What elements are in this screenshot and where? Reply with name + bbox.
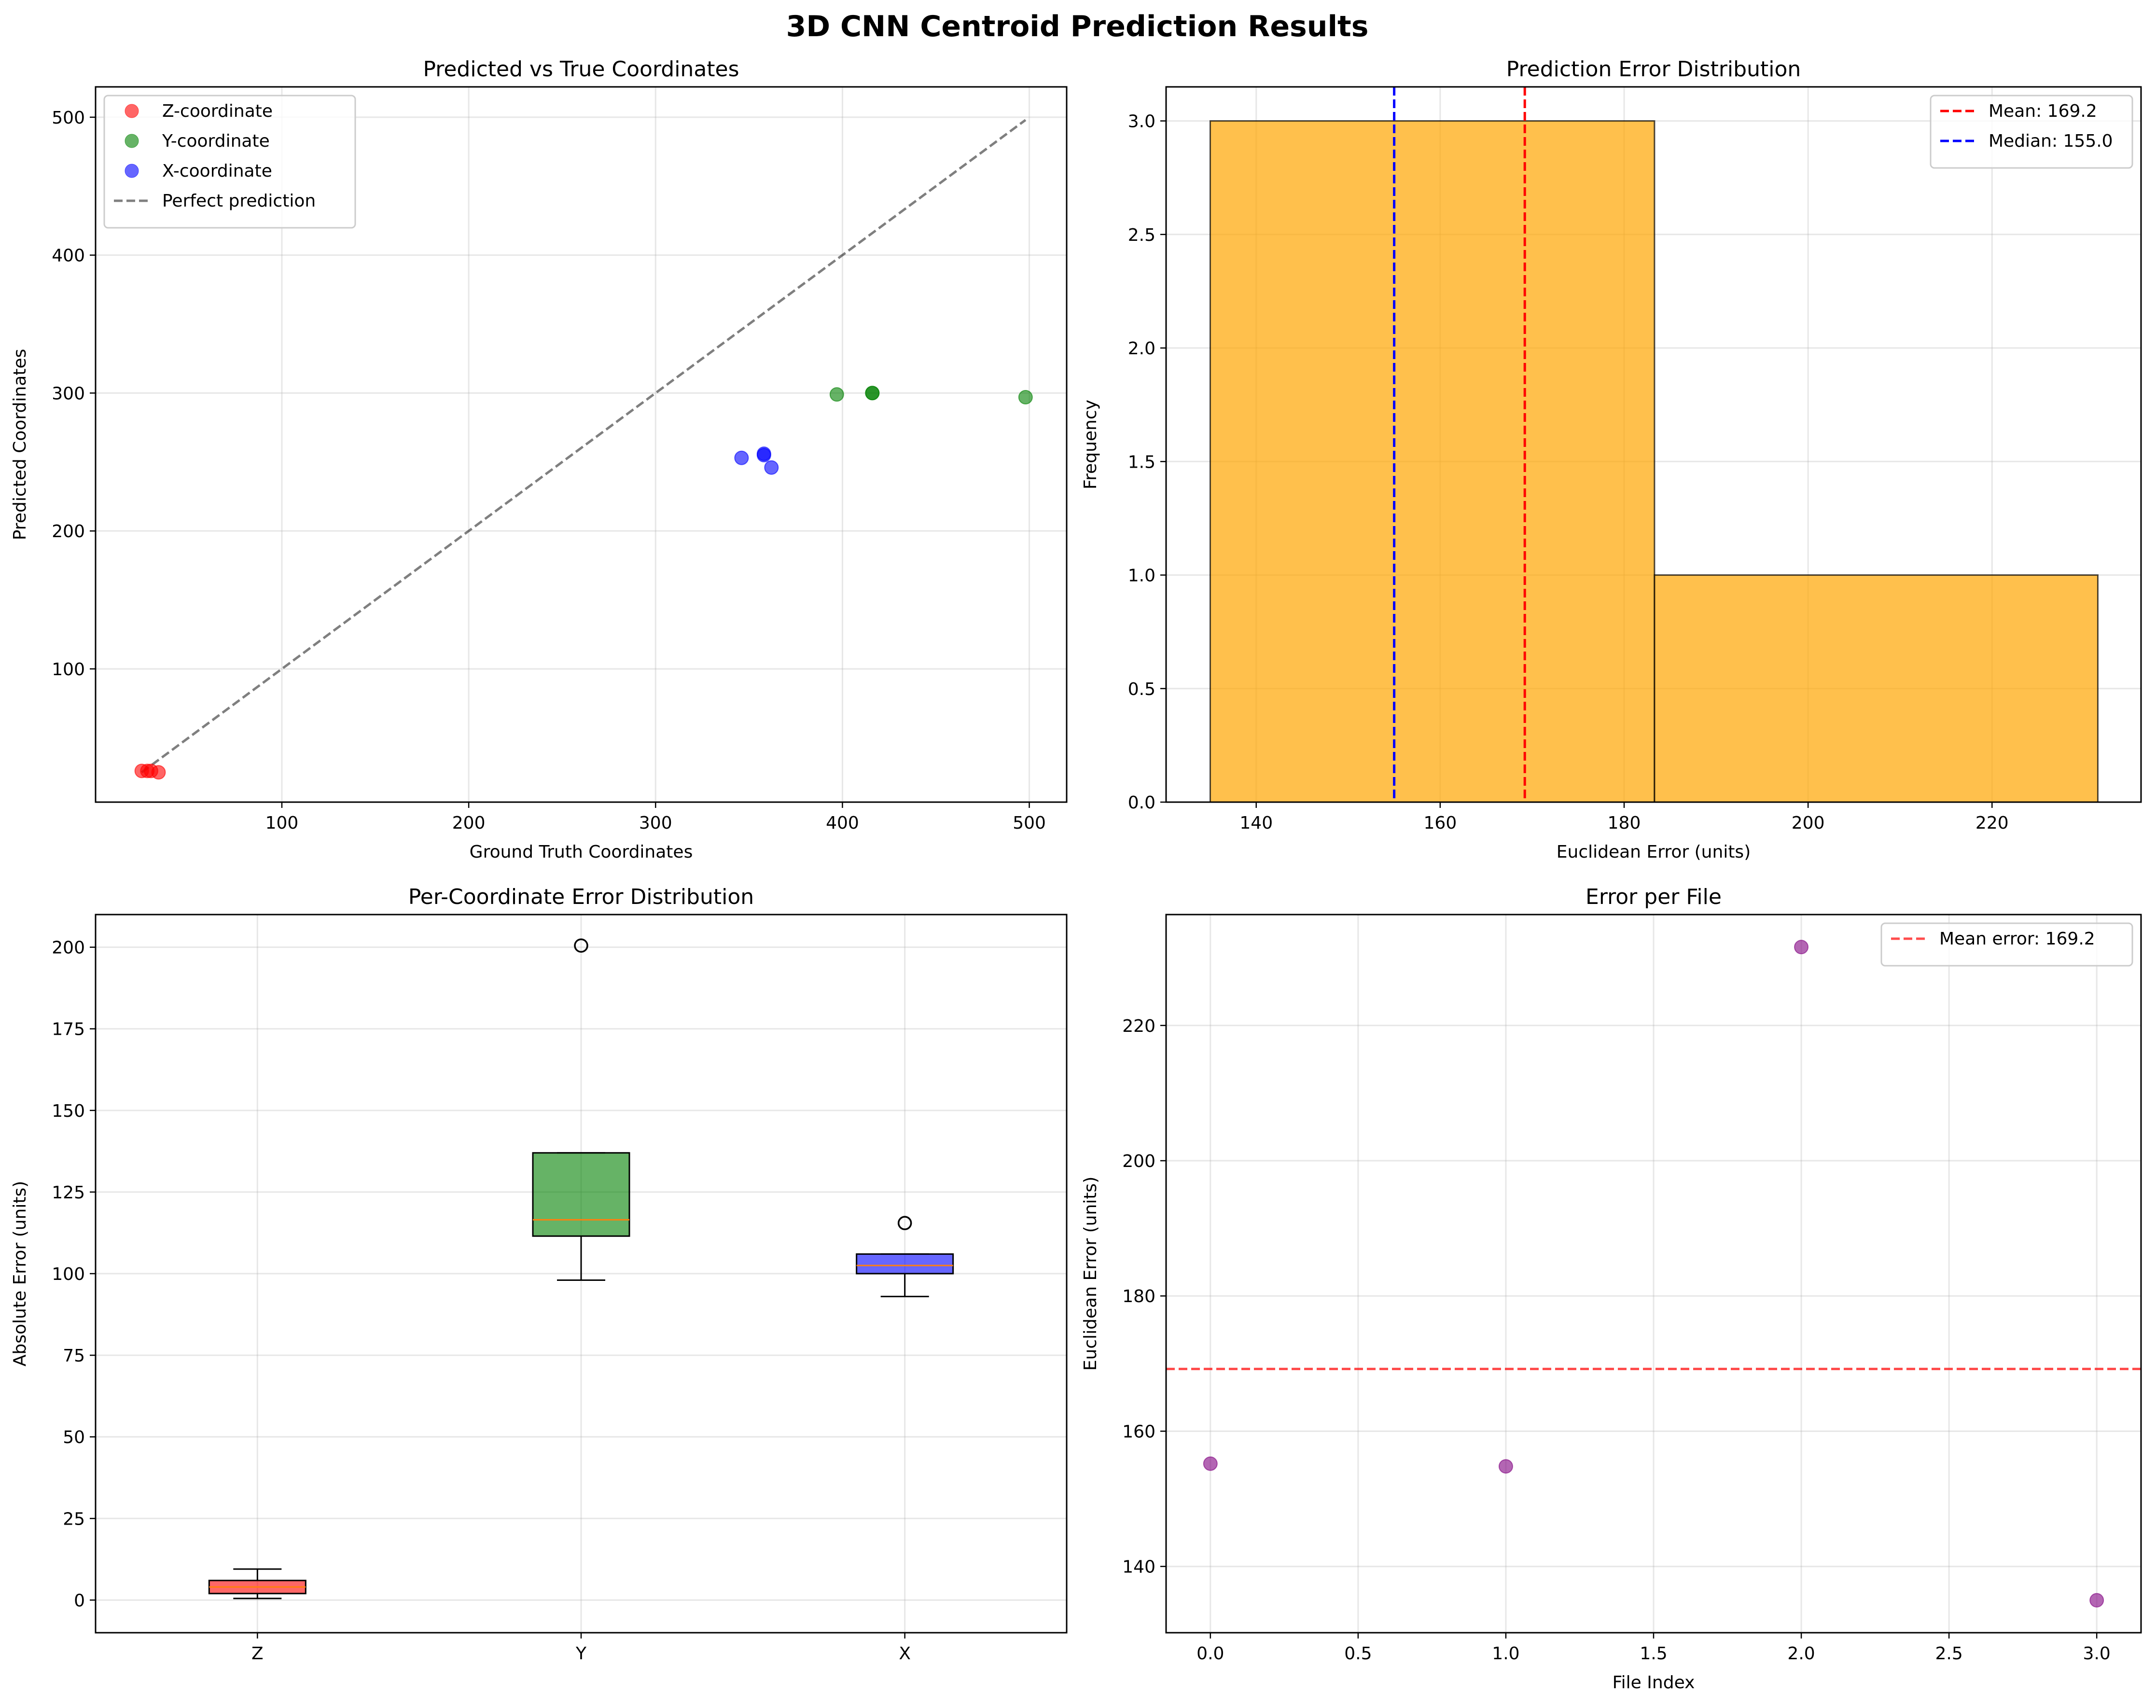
y-tick-label: 125 — [52, 1183, 85, 1203]
panel-title: Prediction Error Distribution — [1506, 57, 1801, 82]
figure-title: 3D CNN Centroid Prediction Results — [786, 10, 1369, 43]
y-tick-label: 0.5 — [1128, 680, 1155, 699]
x-tick-label: 180 — [1608, 813, 1641, 833]
box-outlier — [897, 1216, 912, 1230]
legend-box — [1930, 95, 2133, 169]
panel-error-histogram: Prediction Error Distribution Euclidean E… — [1081, 57, 2142, 862]
panel-error-per-file: Error per File File Index Euclidean Error … — [1081, 885, 2142, 1693]
y-tick-label: 1.5 — [1128, 452, 1155, 472]
scatter-point — [865, 386, 880, 401]
y-tick-label: 150 — [52, 1101, 85, 1121]
scatter-point — [829, 387, 844, 402]
scatter-point — [764, 460, 779, 475]
x-tick-label: 0.0 — [1196, 1644, 1224, 1664]
box-iqr — [856, 1253, 954, 1275]
file-error-point — [1498, 1459, 1513, 1474]
x-axis-label: File Index — [1613, 1673, 1695, 1693]
x-tick-label: 500 — [1013, 813, 1046, 833]
x-tick-label: 2.0 — [1787, 1644, 1815, 1664]
axes-border — [1165, 914, 2142, 1634]
file-error-point — [2089, 1593, 2104, 1608]
y-axis-label: Predicted Coordinates — [10, 349, 30, 541]
y-tick-label: 100 — [52, 1264, 85, 1284]
plot-area — [1166, 915, 2141, 1633]
y-axis-label: Frequency — [1081, 400, 1100, 489]
scatter-point — [1018, 389, 1033, 404]
y-tick-label: 400 — [52, 246, 85, 266]
y-tick-label: 3.0 — [1128, 112, 1155, 132]
panel-per-coordinate-boxplot: Per-Coordinate Error Distribution Absolut… — [10, 885, 1068, 1664]
x-tick-label: 300 — [639, 813, 672, 833]
y-axis-label: Euclidean Error (units) — [1081, 1177, 1100, 1371]
legend-label: Mean error: 169.2 — [1939, 929, 2095, 949]
x-axis-label: Euclidean Error (units) — [1557, 842, 1751, 862]
y-tick-label: 200 — [1122, 1152, 1155, 1171]
scatter-point — [734, 450, 749, 465]
y-tick-label: 200 — [52, 938, 85, 958]
legend-marker — [125, 134, 139, 148]
x-tick-label: 200 — [452, 813, 486, 833]
y-tick-label: 175 — [52, 1020, 85, 1040]
y-tick-label: 50 — [63, 1428, 85, 1447]
y-tick-label: 2.5 — [1128, 225, 1155, 245]
panel-title: Predicted vs True Coordinates — [423, 57, 739, 82]
y-tick-label: 75 — [63, 1346, 85, 1366]
legend-marker — [125, 104, 139, 118]
axes-border — [95, 914, 1068, 1634]
x-tick-label: 3.0 — [2083, 1644, 2111, 1664]
legend-label: Y-coordinate — [162, 131, 270, 151]
y-tick-label: 1.0 — [1128, 566, 1155, 586]
panel-title: Error per File — [1586, 885, 1722, 909]
x-tick-label: 100 — [265, 813, 299, 833]
scatter-point — [151, 765, 166, 780]
legend-label: X-coordinate — [162, 161, 272, 181]
y-axis-label: Absolute Error (units) — [10, 1181, 30, 1367]
x-tick-label: 140 — [1239, 813, 1273, 833]
panel-title: Per-Coordinate Error Distribution — [408, 885, 754, 909]
y-tick-label: 500 — [52, 108, 85, 128]
legend-box — [103, 95, 356, 229]
x-tick-label: 160 — [1424, 813, 1457, 833]
legend-label: Mean: 169.2 — [1989, 101, 2097, 121]
box-iqr — [532, 1152, 630, 1237]
histogram-bar — [1654, 574, 2099, 803]
x-tick-label: 0.5 — [1344, 1644, 1372, 1664]
x-tick-label: X — [899, 1644, 911, 1664]
legend-label: Perfect prediction — [162, 191, 316, 211]
file-error-point — [1794, 940, 1809, 955]
legend-box — [1880, 922, 2133, 967]
y-tick-label: 140 — [1122, 1557, 1155, 1577]
y-tick-label: 160 — [1122, 1422, 1155, 1442]
axes-border — [95, 86, 1068, 803]
x-tick-label: 1.5 — [1640, 1644, 1667, 1664]
y-tick-label: 300 — [52, 384, 85, 403]
x-tick-label: 220 — [1975, 813, 2009, 833]
axes-border — [1165, 86, 2142, 803]
x-tick-label: 2.5 — [1935, 1644, 1962, 1664]
y-tick-label: 2.0 — [1128, 339, 1155, 359]
x-tick-label: 200 — [1792, 813, 1825, 833]
histogram-bar — [1209, 120, 1655, 803]
y-tick-label: 0 — [74, 1591, 85, 1611]
x-axis-label: Ground Truth Coordinates — [470, 842, 693, 862]
legend-marker — [125, 164, 139, 178]
legend-label: Median: 155.0 — [1989, 131, 2113, 151]
x-tick-label: Z — [251, 1644, 264, 1664]
legend-label: Z-coordinate — [162, 101, 273, 121]
y-tick-label: 200 — [52, 522, 85, 542]
y-tick-label: 220 — [1122, 1016, 1155, 1036]
y-tick-label: 100 — [52, 660, 85, 680]
y-tick-label: 0.0 — [1128, 793, 1155, 813]
scatter-point — [756, 448, 771, 463]
x-tick-label: 1.0 — [1492, 1644, 1519, 1664]
x-tick-label: 400 — [826, 813, 859, 833]
box-outlier — [574, 938, 588, 953]
panel-predicted-vs-true: Predicted vs True Coordinates Ground Trut… — [10, 57, 1068, 862]
x-tick-label: Y — [575, 1644, 587, 1664]
perfect-prediction-line — [141, 119, 1027, 774]
y-tick-label: 25 — [63, 1509, 85, 1529]
file-error-point — [1203, 1456, 1218, 1471]
y-tick-label: 180 — [1122, 1287, 1155, 1306]
